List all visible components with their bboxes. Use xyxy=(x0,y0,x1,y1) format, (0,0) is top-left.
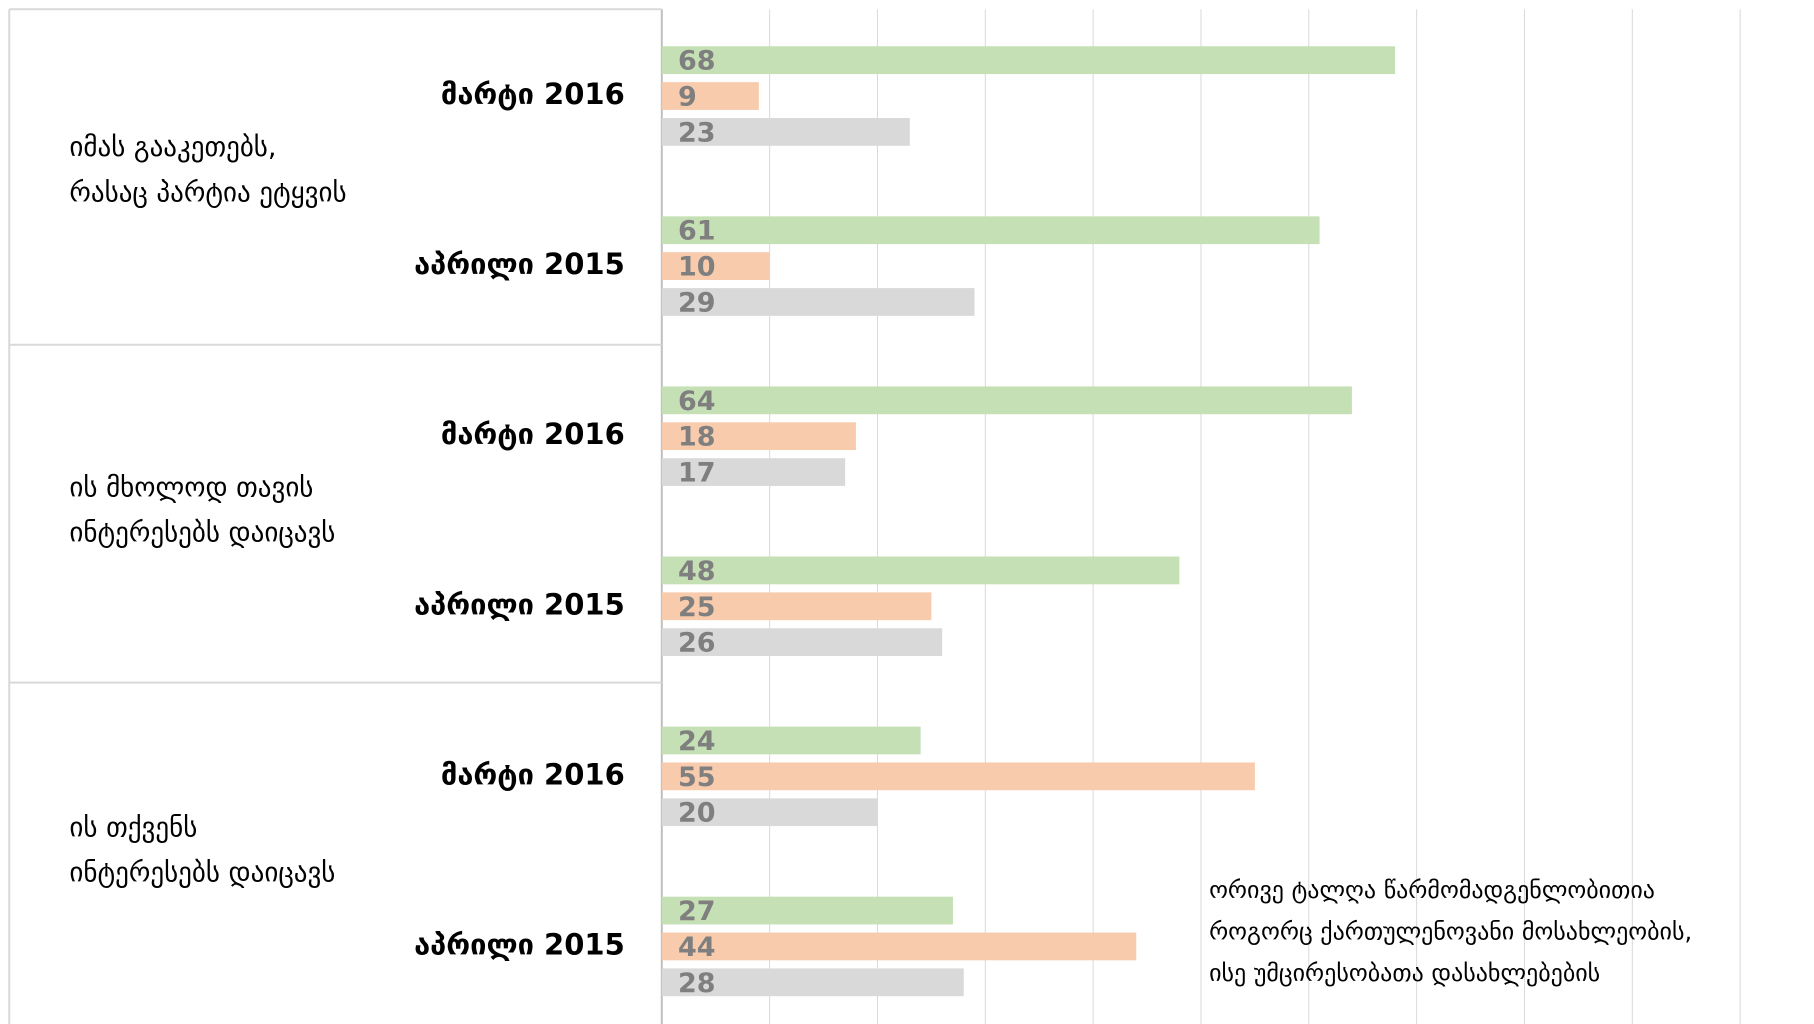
bar xyxy=(661,556,1180,585)
annotation: ისე უმცირესობათა დასახლებების xyxy=(1209,959,1600,987)
value-label: 44 xyxy=(678,932,716,963)
bar xyxy=(661,932,1137,961)
bar xyxy=(661,82,759,110)
value-label: 48 xyxy=(678,556,716,587)
value-label: 20 xyxy=(678,798,716,829)
category-label: მარტი 2016 xyxy=(441,757,625,791)
bar xyxy=(661,726,921,755)
category-label: აპრილი 2015 xyxy=(414,927,625,961)
group-label: ინტერესებს დაიცავს xyxy=(69,517,335,548)
bar xyxy=(661,968,964,997)
category-label: აპრილი 2015 xyxy=(414,247,625,281)
group-label: რასაც პარტია ეტყვის xyxy=(69,177,346,208)
group-label: იმას გააკეთებს, xyxy=(69,132,276,163)
value-label: 10 xyxy=(678,252,716,283)
value-label: 9 xyxy=(678,82,697,113)
annotation: ორივე ტალღა წარმომადგენლობითია xyxy=(1209,876,1655,904)
bar xyxy=(661,628,943,657)
value-label: 18 xyxy=(678,422,716,453)
bar xyxy=(661,252,770,280)
group-label: ინტერესებს დაიცავს xyxy=(69,858,335,889)
category-label: მარტი 2016 xyxy=(441,77,625,111)
bar xyxy=(661,762,1255,791)
category-label: მარტი 2016 xyxy=(441,417,625,451)
value-label: 29 xyxy=(678,287,716,318)
value-label: 61 xyxy=(678,216,716,247)
value-label: 28 xyxy=(678,968,716,999)
bar xyxy=(661,216,1320,245)
value-label: 68 xyxy=(678,46,716,77)
value-label: 55 xyxy=(678,762,716,793)
value-label: 26 xyxy=(678,628,716,659)
bar xyxy=(661,46,1396,75)
bar xyxy=(661,896,953,925)
group-label: ის მხოლოდ თავის xyxy=(69,472,313,503)
value-label: 24 xyxy=(678,726,716,757)
bar xyxy=(661,592,932,621)
value-label: 17 xyxy=(678,458,716,489)
bar xyxy=(661,458,846,486)
category-label: აპრილი 2015 xyxy=(414,587,625,621)
bar xyxy=(661,798,878,827)
value-label: 23 xyxy=(678,117,716,148)
bar xyxy=(661,288,975,316)
bar xyxy=(661,118,910,146)
value-label: 64 xyxy=(678,386,716,417)
value-label: 27 xyxy=(678,896,716,927)
value-label: 25 xyxy=(678,592,716,623)
bar xyxy=(661,386,1352,415)
bar xyxy=(661,422,856,451)
group-label: ის თქვენს xyxy=(69,812,197,843)
annotation: როგორც ქართულენოვანი მოსახლეობის, xyxy=(1209,918,1692,946)
